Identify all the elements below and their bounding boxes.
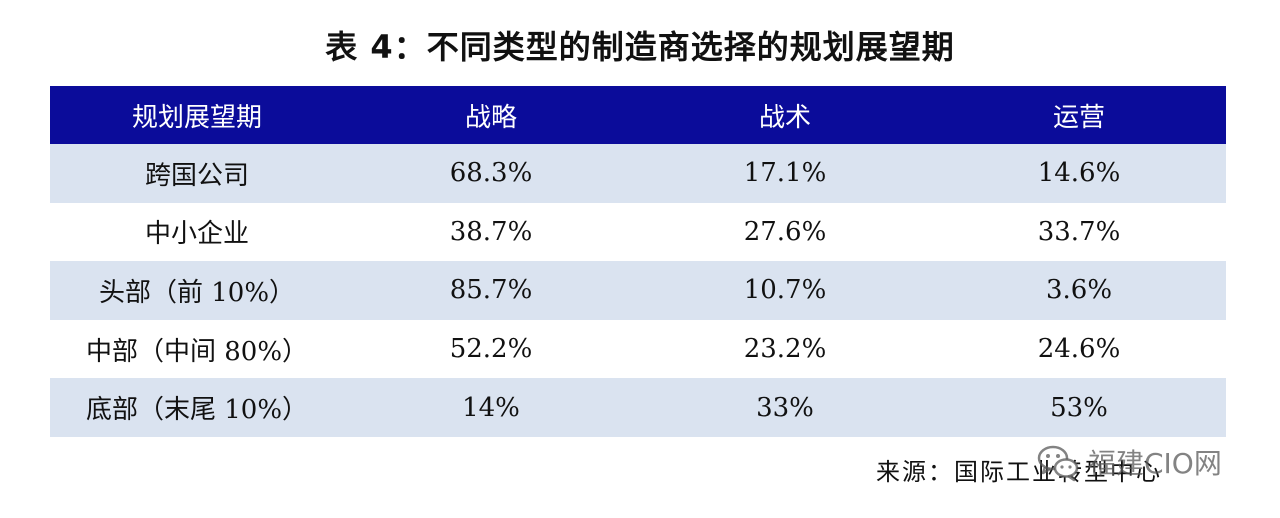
table-cell: 85.7% [344, 261, 638, 320]
wechat-icon [1037, 445, 1079, 482]
table-cell: 3.6% [932, 261, 1226, 320]
table-cell: 53% [932, 378, 1226, 437]
data-table: 规划展望期 战略 战术 运营 跨国公司 68.3% 17.1% 14.6% 中小… [50, 86, 1226, 437]
table-cell: 33.7% [932, 202, 1226, 262]
table-header-row: 规划展望期 战略 战术 运营 [50, 86, 1226, 144]
table-cell: 23.2% [638, 319, 932, 379]
table-row: 底部（末尾 10%） 14% 33% 53% [50, 378, 1226, 437]
table-cell: 27.6% [638, 202, 932, 262]
table-cell: 17.1% [638, 144, 932, 203]
table-cell: 10.7% [638, 261, 932, 320]
header-cell: 战术 [638, 86, 932, 144]
table-cell: 14% [344, 378, 638, 437]
watermark: 福建CIO网 [1036, 442, 1222, 482]
row-label: 中小企业 [50, 202, 344, 262]
table-title: 表 4：不同类型的制造商选择的规划展望期 [325, 28, 955, 66]
table-cell: 68.3% [344, 144, 638, 203]
header-cell: 运营 [932, 86, 1226, 144]
table-row: 中小企业 38.7% 27.6% 33.7% [50, 202, 1226, 262]
row-label: 底部（末尾 10%） [50, 378, 344, 437]
table-cell: 38.7% [344, 202, 638, 262]
source-note: 来源：国际工业转型中心 [876, 458, 1162, 486]
table-cell: 33% [638, 378, 932, 437]
header-cell: 战略 [344, 86, 638, 144]
row-label: 中部（中间 80%） [50, 319, 344, 379]
row-label: 头部（前 10%） [50, 261, 344, 320]
header-cell: 规划展望期 [50, 86, 344, 144]
table-cell: 14.6% [932, 144, 1226, 203]
table-cell: 24.6% [932, 319, 1226, 379]
row-label: 跨国公司 [50, 144, 344, 203]
watermark-text: 福建CIO网 [1088, 447, 1222, 480]
table-cell: 52.2% [344, 319, 638, 379]
table-row: 跨国公司 68.3% 17.1% 14.6% [50, 144, 1226, 203]
table-row: 中部（中间 80%） 52.2% 23.2% 24.6% [50, 319, 1226, 379]
table-row: 头部（前 10%） 85.7% 10.7% 3.6% [50, 261, 1226, 320]
